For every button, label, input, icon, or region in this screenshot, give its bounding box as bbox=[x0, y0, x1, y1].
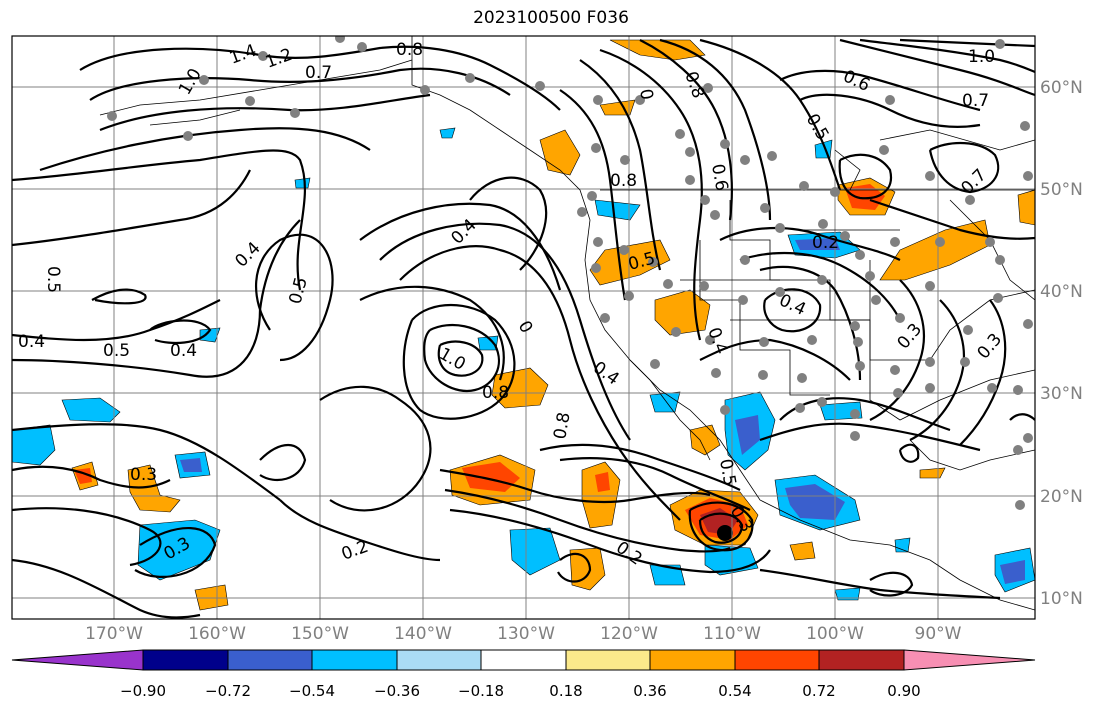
lon-label: 90°W bbox=[914, 624, 962, 644]
coastlines bbox=[99, 36, 1035, 611]
contour-label: 0.5 bbox=[286, 275, 312, 306]
lat-label: 10°N bbox=[1040, 589, 1083, 609]
contour-label: 0.8 bbox=[680, 69, 708, 101]
colorbar-segment bbox=[396, 649, 482, 671]
contour-label: 0.5 bbox=[43, 266, 63, 293]
lat-label: 20°N bbox=[1040, 487, 1083, 507]
colorbar-segment bbox=[480, 649, 567, 671]
colorbar-segment bbox=[649, 649, 736, 671]
contour-label: 1.0 bbox=[436, 344, 469, 375]
contour-label: 0.7 bbox=[305, 63, 332, 83]
colorbar-tick-label: 0.90 bbox=[887, 682, 921, 700]
lon-label: 100°W bbox=[806, 624, 864, 644]
map-frame bbox=[11, 35, 1036, 620]
lon-label: 120°W bbox=[600, 624, 658, 644]
colorbar-tick-label: 0.18 bbox=[549, 682, 583, 700]
colorbar-tick-label: 0.72 bbox=[802, 682, 836, 700]
contour-label: 1.4 bbox=[227, 41, 259, 69]
graticule bbox=[12, 36, 1035, 619]
lon-label: 170°W bbox=[85, 624, 143, 644]
colorbar-segment bbox=[565, 649, 651, 671]
colorbar-tick-label: −0.36 bbox=[374, 682, 420, 700]
contour-label: 1.0 bbox=[175, 65, 206, 98]
contour-label: 0.3 bbox=[894, 320, 927, 354]
contour-label: 0.7 bbox=[957, 165, 990, 198]
colorbar-segment bbox=[311, 649, 398, 671]
colorbar-tick-label: −0.18 bbox=[458, 682, 504, 700]
colorbar-segment bbox=[818, 649, 905, 671]
contour-label: 0.4 bbox=[170, 341, 197, 361]
contour-label: 0.2 bbox=[339, 537, 371, 565]
colorbar bbox=[11, 649, 1036, 671]
lat-label: 50°N bbox=[1040, 180, 1083, 200]
colorbar-tick-label: 0.54 bbox=[718, 682, 752, 700]
contour-label: 0.8 bbox=[610, 171, 637, 191]
colorbar-tick-label: −0.54 bbox=[289, 682, 335, 700]
contour-label: 0.5 bbox=[103, 341, 130, 361]
colorbar-tick-label: 0.36 bbox=[633, 682, 667, 700]
colorbar-segment bbox=[734, 649, 820, 671]
lon-label: 150°W bbox=[291, 624, 349, 644]
station-dots bbox=[107, 36, 1033, 510]
contour-label: 0.6 bbox=[707, 162, 731, 192]
colorbar-segment bbox=[227, 649, 313, 671]
colorbar-extend-high bbox=[903, 649, 1036, 671]
colorbar-tick-label: −0.72 bbox=[205, 682, 251, 700]
lon-label: 110°W bbox=[703, 624, 761, 644]
contour-label: 0.2 bbox=[812, 233, 839, 253]
contour-label: 0.8 bbox=[550, 411, 574, 441]
contour-label: 0.8 bbox=[396, 40, 423, 60]
lat-label: 40°N bbox=[1040, 282, 1083, 302]
contour-label: 0 bbox=[514, 318, 537, 337]
contour-label: 0.5 bbox=[715, 457, 739, 487]
contour-label: 0.5 bbox=[802, 111, 833, 144]
contour-label: 0.4 bbox=[447, 215, 480, 248]
lon-label: 160°W bbox=[188, 624, 246, 644]
contour-lines bbox=[12, 38, 1035, 619]
map-title: 2023100500 F036 bbox=[473, 8, 629, 28]
contour-label: 0.8 bbox=[482, 383, 509, 403]
contour-label: 0.7 bbox=[962, 91, 989, 111]
colorbar-extend-low bbox=[11, 649, 144, 671]
contour-label: 0 bbox=[635, 87, 657, 101]
lat-label: 60°N bbox=[1040, 78, 1083, 98]
colorbar-tick-label: −0.90 bbox=[120, 682, 166, 700]
contour-label: 0.3 bbox=[974, 330, 1007, 364]
contour-label: 0.4 bbox=[18, 332, 45, 352]
contour-label: 1.2 bbox=[263, 45, 295, 73]
contour-label: 0.3 bbox=[130, 465, 157, 485]
lon-label: 140°W bbox=[394, 624, 452, 644]
lat-label: 30°N bbox=[1040, 384, 1083, 404]
contour-label: 0.4 bbox=[703, 325, 731, 357]
contour-label: 0.6 bbox=[840, 66, 873, 96]
colorbar-segment bbox=[142, 649, 229, 671]
lon-label: 130°W bbox=[497, 624, 555, 644]
contour-label: 1.0 bbox=[968, 47, 995, 67]
